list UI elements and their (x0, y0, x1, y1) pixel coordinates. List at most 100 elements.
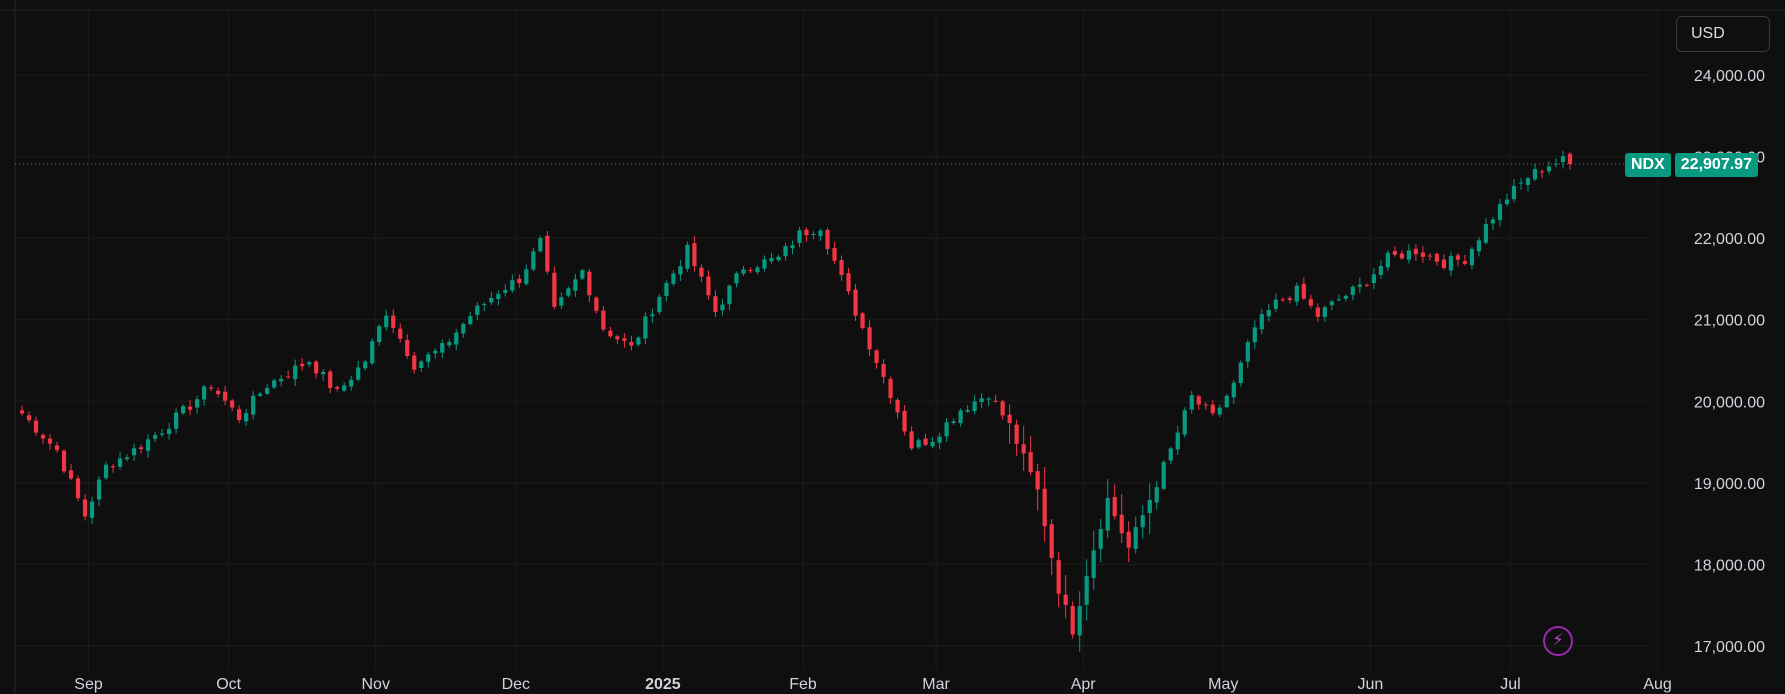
candle-up (461, 322, 466, 338)
candle-body (110, 466, 116, 468)
candle-body (1364, 284, 1369, 286)
candle-down (412, 351, 417, 374)
candle-up (531, 248, 536, 272)
candle-body (419, 361, 424, 368)
candle-up (1154, 481, 1159, 510)
candle-down (748, 267, 753, 274)
candle-body (117, 458, 123, 467)
candle-up (293, 359, 298, 387)
candle-up (356, 360, 361, 382)
candle-body (643, 316, 648, 339)
candle-body (1434, 253, 1440, 262)
candle-body (1343, 295, 1348, 299)
candle-body (832, 248, 837, 261)
candle-body (40, 434, 46, 439)
candle-up (468, 311, 473, 326)
candle-up (195, 395, 200, 414)
candle-body (145, 439, 151, 451)
lightning-bolt-icon[interactable]: ⚡ (1543, 626, 1573, 656)
candle-up (1231, 379, 1236, 404)
candle-up (272, 378, 277, 390)
candle-body (1203, 404, 1208, 406)
candle-body (1399, 253, 1404, 259)
candle-body (552, 272, 557, 307)
candle-down (1049, 519, 1054, 576)
candle-body (482, 303, 487, 305)
candle-body (937, 436, 942, 443)
candle-body (370, 341, 375, 364)
x-axis-label: Dec (502, 676, 530, 693)
candle-down (1112, 484, 1117, 520)
candle-body (538, 238, 543, 252)
candle-up (790, 240, 795, 255)
candle-body (664, 283, 669, 296)
candle-up (811, 231, 816, 239)
candle-body (1378, 266, 1383, 275)
candle-up (166, 422, 172, 440)
candle-body (286, 376, 291, 378)
candle-body (1371, 274, 1376, 284)
candle-body (734, 273, 739, 284)
candle-up (1273, 293, 1278, 313)
candle-down (1280, 297, 1285, 302)
candle-down (1399, 250, 1404, 260)
candle-up (321, 369, 326, 381)
candle-up (671, 270, 676, 287)
candle-body (776, 256, 781, 261)
candle-up (103, 461, 109, 480)
candle-body (1420, 252, 1426, 257)
candle-body (804, 229, 809, 236)
candle-body (601, 310, 606, 330)
candle-up (580, 268, 585, 280)
x-axis-label: Oct (216, 676, 241, 693)
candle-body (559, 297, 564, 306)
candle-body (811, 233, 816, 235)
candle-body (916, 440, 921, 448)
candle-body (755, 267, 760, 273)
candle-down (138, 444, 144, 454)
candle-body (33, 420, 39, 433)
candle-body (608, 330, 613, 337)
candle-down (82, 494, 88, 521)
candle-down (1462, 254, 1468, 266)
candle-down (1434, 252, 1440, 266)
candle-down (75, 475, 81, 502)
candle-body (489, 297, 494, 303)
candle-body (244, 413, 249, 422)
candle-body (188, 406, 193, 410)
candle-body (1119, 514, 1124, 534)
candle-up (124, 454, 130, 462)
candle-down (888, 376, 893, 404)
candle-body (1406, 250, 1411, 260)
candle-body (909, 431, 914, 449)
candle-down (552, 266, 557, 310)
candle-up (1217, 404, 1222, 418)
candle-body (944, 422, 949, 437)
candle-down (1308, 294, 1313, 309)
candle-body (384, 315, 389, 328)
candle-body (1154, 487, 1159, 503)
candle-up (1098, 518, 1103, 563)
candle-down (68, 464, 74, 480)
candle-down (188, 400, 193, 416)
candle-body (713, 296, 718, 312)
candle-body (1497, 204, 1503, 221)
candle-down (61, 449, 67, 474)
currency-selector-button[interactable]: USD (1676, 16, 1770, 52)
candle-body (54, 445, 60, 451)
candle-body (209, 387, 214, 389)
candle-body (1427, 255, 1433, 257)
candle-up (1371, 268, 1376, 289)
candle-body (279, 378, 284, 382)
candle-body (173, 412, 179, 429)
candle-body (972, 401, 977, 412)
candle-body (293, 365, 298, 380)
candle-up (1476, 237, 1482, 257)
y-axis-label: 18,000.00 (1694, 557, 1765, 574)
candle-body (166, 428, 172, 435)
candle-body (902, 410, 907, 432)
candle-up (258, 391, 263, 398)
candle-body (475, 305, 480, 315)
